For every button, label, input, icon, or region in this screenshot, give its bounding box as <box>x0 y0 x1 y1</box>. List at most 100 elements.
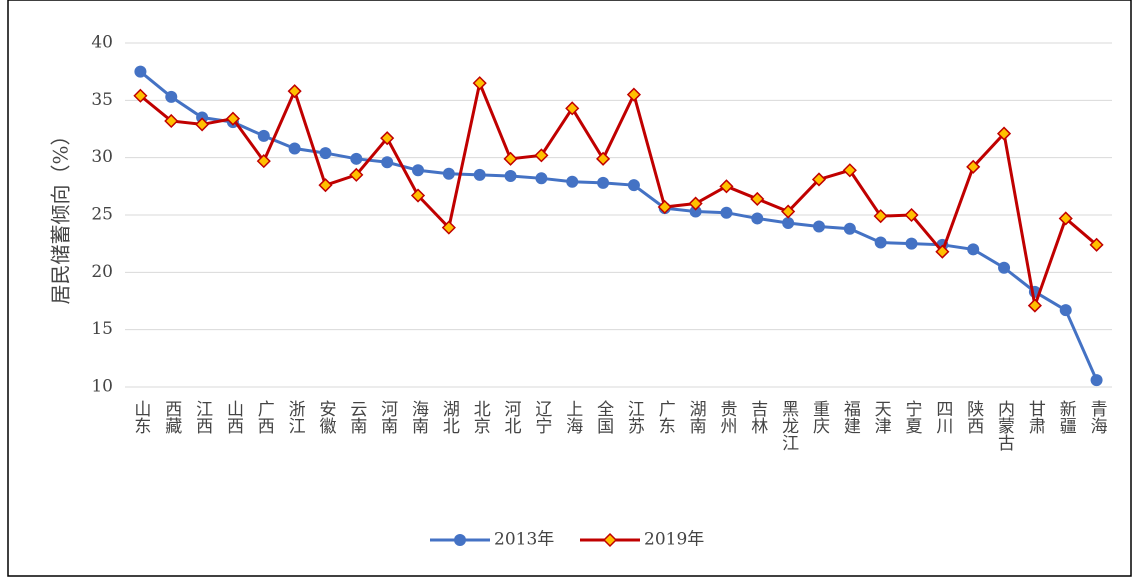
x-tick-label: 江西 <box>192 400 213 434</box>
point <box>782 217 795 230</box>
point <box>412 164 425 177</box>
point <box>873 209 888 224</box>
point <box>350 152 363 165</box>
point <box>627 179 640 192</box>
point <box>257 129 270 142</box>
point <box>720 206 733 219</box>
y-tick-label: 15 <box>91 319 113 339</box>
point <box>597 176 610 189</box>
x-tick-label: 福建 <box>840 400 861 434</box>
point <box>719 179 734 194</box>
point <box>966 159 981 174</box>
point <box>195 117 210 132</box>
point <box>380 131 395 146</box>
point <box>996 126 1012 141</box>
point <box>750 191 765 207</box>
x-tick-label: 江苏 <box>624 400 645 435</box>
x-tick-label: 海南 <box>408 400 429 434</box>
point <box>287 84 302 99</box>
point <box>441 220 456 235</box>
x-tick-label: 吉林 <box>747 400 768 434</box>
y-tick-label: 10 <box>91 377 113 397</box>
y-tick-label: 25 <box>91 205 113 225</box>
x-tick-label: 甘肃 <box>1025 400 1046 434</box>
x-tick-label: 宁夏 <box>902 400 923 434</box>
point <box>751 212 764 225</box>
x-tick-label: 山东 <box>130 400 150 434</box>
x-tick-label: 辽宁 <box>531 400 552 434</box>
x-tick-label: 新疆 <box>1056 400 1077 434</box>
y-tick-label: 35 <box>91 90 113 110</box>
point <box>1058 211 1073 226</box>
point <box>935 244 950 259</box>
point <box>998 261 1011 274</box>
x-tick-label: 山西 <box>223 400 243 434</box>
x-tick-label: 河南 <box>377 400 398 434</box>
point <box>319 147 332 160</box>
point <box>504 170 517 183</box>
x-tick-label: 天津 <box>871 400 892 434</box>
x-tick-label: 安徽 <box>315 400 336 434</box>
x-tick-label: 湖南 <box>686 400 707 434</box>
point <box>781 204 796 219</box>
legend-label: 2013年 <box>494 530 554 550</box>
point <box>1090 374 1103 387</box>
point <box>535 172 548 185</box>
point <box>534 148 549 163</box>
x-tick-label: 湖北 <box>439 400 460 434</box>
x-tick-label: 西藏 <box>161 400 182 435</box>
point <box>256 154 271 169</box>
point <box>225 111 241 126</box>
point <box>1059 304 1072 317</box>
point <box>288 142 301 155</box>
point <box>1089 237 1104 252</box>
point <box>473 168 486 181</box>
x-tick-label: 北京 <box>470 400 491 435</box>
x-tick-label: 黑龙江 <box>778 400 799 451</box>
point <box>133 88 148 103</box>
x-tick-label: 陕西 <box>963 400 983 434</box>
series-line <box>139 78 1098 312</box>
x-tick-label: 广西 <box>254 400 275 434</box>
point <box>626 87 641 102</box>
point <box>381 156 394 169</box>
point <box>410 188 426 203</box>
x-tick-label: 广东 <box>655 400 676 434</box>
point <box>442 167 455 180</box>
point <box>134 65 147 78</box>
x-tick-label: 青海 <box>1087 400 1108 435</box>
point <box>1027 298 1042 313</box>
point <box>967 243 980 256</box>
point <box>454 534 466 546</box>
point <box>842 163 857 178</box>
y-tick-label: 20 <box>91 262 113 282</box>
x-tick-label: 全国 <box>593 400 614 434</box>
point <box>565 101 580 116</box>
point <box>318 178 333 193</box>
point <box>472 76 487 91</box>
frame <box>7 0 1132 577</box>
point <box>349 167 364 182</box>
point <box>843 222 856 235</box>
x-tick-label: 浙江 <box>285 400 306 434</box>
point <box>165 90 178 103</box>
point <box>596 151 611 166</box>
point <box>688 196 703 211</box>
x-tick-label: 内蒙古 <box>994 400 1015 451</box>
point <box>905 237 918 250</box>
point <box>811 172 827 187</box>
point <box>602 532 618 548</box>
point <box>904 207 919 223</box>
x-tick-label: 河北 <box>501 400 522 434</box>
x-tick-label: 上海 <box>562 400 583 435</box>
point <box>566 175 579 188</box>
y-tick-label: 40 <box>91 33 113 53</box>
point <box>874 236 887 249</box>
point <box>657 199 672 215</box>
x-tick-label: 云南 <box>346 400 367 434</box>
x-tick-label: 四川 <box>932 400 953 434</box>
point <box>164 113 179 129</box>
legend-label: 2019年 <box>644 530 704 550</box>
y-axis-label: 居民储蓄倾向（%） <box>49 125 73 304</box>
